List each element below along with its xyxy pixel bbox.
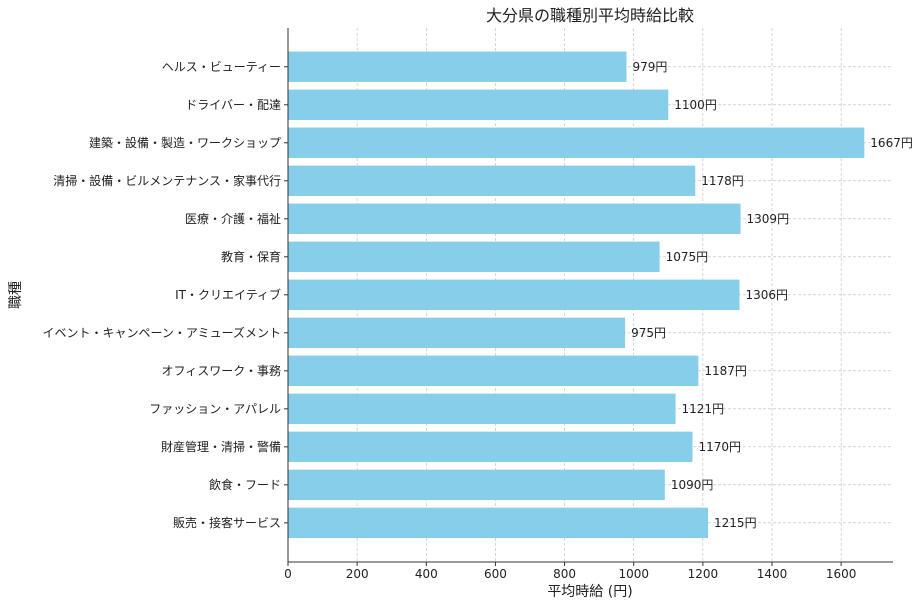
y-tick-label: IT・クリエイティブ bbox=[175, 287, 281, 302]
value-label: 1090円 bbox=[671, 478, 714, 492]
value-label: 979円 bbox=[632, 60, 667, 74]
x-tick-label: 1200 bbox=[688, 567, 719, 581]
y-tick-label: オフィスワーク・事務 bbox=[161, 364, 281, 378]
bar bbox=[288, 203, 741, 234]
y-axis-label: 職種 bbox=[8, 281, 24, 309]
value-label: 1309円 bbox=[747, 212, 790, 226]
x-tick-label: 800 bbox=[553, 567, 576, 581]
bar bbox=[288, 279, 740, 311]
value-label: 1667円 bbox=[870, 136, 913, 150]
y-tick-label: ファッション・アパレル bbox=[149, 402, 281, 416]
y-tick-label: 飲食・フード bbox=[209, 477, 281, 492]
x-tick-label: 1600 bbox=[826, 567, 857, 581]
y-tick-label: 建築・設備・製造・ワークショップ bbox=[89, 135, 281, 150]
y-tick-label: 財産管理・清掃・警備 bbox=[161, 439, 281, 454]
value-label: 1215円 bbox=[714, 516, 757, 530]
value-label: 1178円 bbox=[701, 174, 744, 188]
bar bbox=[288, 51, 627, 82]
value-label: 1100円 bbox=[674, 98, 717, 112]
bar bbox=[288, 127, 865, 158]
value-label: 1075円 bbox=[666, 250, 709, 264]
bar bbox=[288, 469, 665, 501]
value-label: 1306円 bbox=[746, 288, 789, 302]
bar bbox=[288, 165, 696, 196]
x-axis-ticks: 0 200 400 600 800 1000 1200 1400 1600 bbox=[284, 562, 856, 581]
bar bbox=[288, 355, 699, 387]
bar bbox=[288, 241, 660, 273]
x-tick-label: 400 bbox=[415, 567, 438, 581]
y-tick-label: ドライバー・配達 bbox=[185, 98, 281, 112]
value-label: 975円 bbox=[631, 326, 666, 340]
value-label: 1170円 bbox=[698, 440, 741, 454]
value-label: 1187円 bbox=[704, 364, 747, 378]
y-tick-label: イベント・キャンペーン・アミューズメント bbox=[42, 325, 281, 340]
chart-title: 大分県の職種別平均時給比較 bbox=[486, 6, 694, 25]
y-tick-label: 教育・保育 bbox=[221, 249, 281, 264]
x-axis-label: 平均時給 (円) bbox=[547, 584, 632, 600]
x-tick-label: 1000 bbox=[618, 567, 649, 581]
value-labels: 979円 1100円 1667円 1178円 1309円 1075円 1306円 975円 11… bbox=[631, 60, 913, 530]
y-tick-label: 販売・接客サービス bbox=[173, 515, 281, 530]
bars bbox=[288, 51, 865, 539]
bar bbox=[288, 89, 669, 120]
x-tick-label: 0 bbox=[284, 567, 292, 581]
y-tick-label: 清掃・設備・ビルメンテナンス・家事代行 bbox=[53, 173, 281, 188]
y-axis-ticks: ヘルス・ビューティードライバー・配達建築・設備・製造・ワークショップ清掃・設備・… bbox=[42, 60, 288, 530]
bar bbox=[288, 317, 626, 349]
x-tick-label: 200 bbox=[346, 567, 369, 581]
y-tick-label: ヘルス・ビューティー bbox=[162, 60, 281, 74]
x-tick-label: 600 bbox=[484, 567, 507, 581]
value-label: 1121円 bbox=[682, 402, 725, 416]
bar bbox=[288, 393, 676, 425]
bar bbox=[288, 507, 709, 539]
x-tick-label: 1400 bbox=[757, 567, 788, 581]
bar bbox=[288, 431, 693, 463]
y-tick-label: 医療・介護・福祉 bbox=[185, 211, 281, 226]
